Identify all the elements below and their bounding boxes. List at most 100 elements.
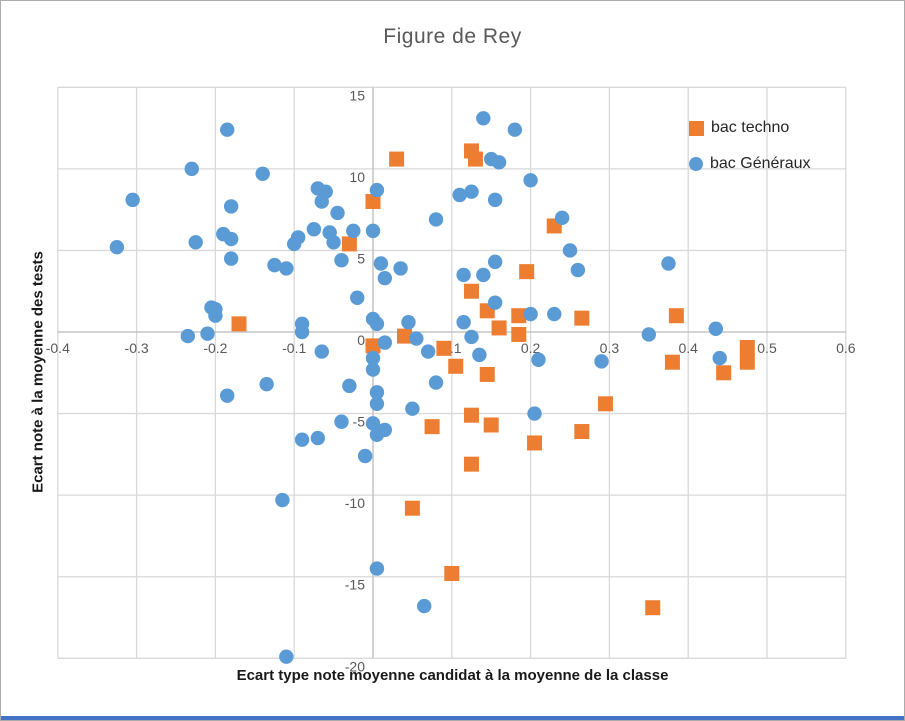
data-point-bac-generaux — [377, 335, 393, 350]
data-point-bac-techno — [597, 396, 613, 412]
data-point-bac-generaux — [184, 161, 199, 177]
data-point-bac-generaux — [310, 430, 326, 446]
y-tick-label: 15 — [349, 87, 365, 103]
legend-item-bac-techno[interactable]: bac techno — [689, 116, 811, 140]
bac-techno-swatch-icon — [689, 120, 704, 136]
data-point-bac-techno — [479, 366, 495, 382]
data-point-bac-techno — [716, 365, 732, 381]
x-tick-label: -0.2 — [203, 340, 227, 356]
y-tick-label: 0 — [357, 332, 365, 348]
y-tick-label: -20 — [345, 658, 365, 674]
data-point-bac-techno — [739, 340, 755, 356]
data-point-bac-generaux — [570, 262, 586, 278]
data-point-bac-generaux — [346, 223, 361, 239]
data-point-bac-techno — [645, 600, 661, 616]
x-tick-label: 0.4 — [678, 340, 698, 356]
data-point-bac-generaux — [712, 350, 727, 366]
data-point-bac-generaux — [369, 316, 385, 332]
legend-item-bac-generaux[interactable]: bac Généraux — [689, 152, 811, 176]
data-point-bac-generaux — [365, 362, 381, 377]
data-point-bac-generaux — [365, 416, 381, 431]
data-point-bac-generaux — [125, 192, 140, 208]
data-point-bac-generaux — [476, 111, 491, 126]
data-point-bac-generaux — [267, 257, 282, 273]
y-tick-label: 5 — [357, 250, 365, 266]
data-point-bac-generaux — [562, 243, 578, 258]
data-point-bac-techno — [424, 419, 440, 435]
data-point-bac-techno — [436, 340, 452, 356]
data-point-bac-techno — [483, 417, 499, 433]
data-point-bac-generaux — [507, 122, 523, 137]
data-point-bac-generaux — [365, 223, 381, 239]
data-point-bac-generaux — [547, 306, 562, 322]
x-tick-label: 0.2 — [521, 340, 541, 356]
data-point-bac-generaux — [456, 315, 471, 330]
chart-title: Figure de Rey — [383, 25, 522, 48]
data-point-bac-generaux — [255, 166, 270, 181]
data-point-bac-generaux — [275, 492, 290, 508]
data-point-bac-generaux — [279, 649, 294, 664]
data-point-bac-generaux — [420, 344, 436, 359]
data-point-bac-techno — [464, 407, 479, 423]
data-point-bac-techno — [444, 565, 460, 581]
x-tick-label: 0.3 — [600, 340, 620, 356]
y-tick-label: 10 — [349, 169, 365, 185]
data-point-bac-generaux — [409, 331, 424, 346]
data-point-bac-generaux — [554, 210, 570, 226]
data-point-bac-techno — [231, 316, 247, 332]
window-bottom-edge — [1, 716, 904, 720]
bac-generaux-swatch-icon — [689, 157, 703, 171]
data-point-bac-generaux — [523, 306, 538, 322]
data-point-bac-generaux — [456, 267, 471, 283]
data-point-bac-generaux — [334, 414, 349, 429]
data-point-bac-generaux — [373, 256, 389, 271]
data-point-bac-generaux — [527, 406, 542, 421]
data-point-bac-techno — [448, 358, 464, 374]
data-point-bac-generaux — [223, 199, 239, 214]
data-point-bac-generaux — [208, 308, 223, 323]
legend[interactable]: bac techno bac Généraux — [689, 116, 811, 188]
data-point-bac-generaux — [314, 194, 329, 209]
data-point-bac-techno — [511, 326, 527, 342]
data-point-bac-generaux — [369, 427, 385, 442]
data-point-bac-techno — [668, 308, 684, 324]
data-point-bac-techno — [341, 236, 357, 252]
data-point-bac-techno — [527, 435, 543, 451]
data-point-bac-generaux — [523, 173, 538, 188]
data-point-bac-generaux — [220, 388, 235, 403]
data-point-bac-techno — [389, 151, 405, 167]
data-point-bac-techno — [664, 354, 680, 370]
data-point-bac-generaux — [334, 253, 349, 268]
data-point-bac-techno — [404, 500, 420, 516]
data-point-bac-generaux — [476, 267, 491, 283]
data-point-bac-generaux — [452, 187, 467, 203]
data-point-bac-techno — [464, 456, 479, 472]
data-point-bac-generaux — [661, 256, 676, 271]
data-point-bac-generaux — [708, 321, 723, 336]
data-point-bac-generaux — [314, 344, 329, 359]
data-point-bac-generaux — [594, 354, 609, 369]
data-point-bac-generaux — [357, 448, 373, 464]
data-point-bac-generaux — [365, 350, 381, 366]
x-tick-label: -0.1 — [282, 340, 306, 356]
data-point-bac-techno — [739, 354, 755, 370]
data-point-bac-techno — [574, 310, 590, 326]
data-point-bac-techno — [491, 320, 507, 336]
data-point-bac-generaux — [306, 222, 322, 237]
data-point-bac-generaux — [259, 377, 274, 392]
data-point-bac-generaux — [200, 326, 215, 341]
data-point-bac-generaux — [428, 375, 444, 390]
data-point-bac-generaux — [223, 251, 239, 266]
data-point-bac-generaux — [487, 254, 503, 270]
data-point-bac-generaux — [220, 122, 235, 137]
data-point-bac-generaux — [294, 324, 310, 340]
data-point-bac-generaux — [401, 315, 416, 330]
data-point-bac-techno — [467, 151, 483, 167]
legend-label-bac-generaux: bac Généraux — [710, 155, 811, 172]
data-point-bac-generaux — [369, 385, 385, 400]
data-point-bac-generaux — [287, 236, 302, 252]
y-tick-label: -5 — [353, 414, 366, 430]
data-point-bac-generaux — [428, 212, 444, 227]
